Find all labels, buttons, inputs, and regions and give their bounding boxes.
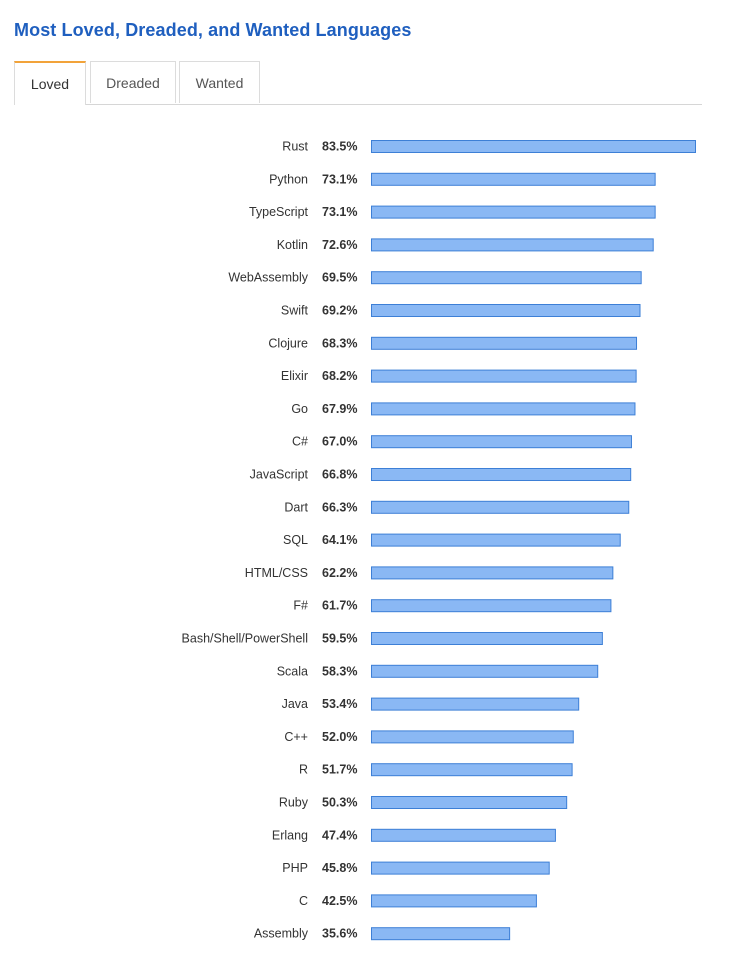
bar bbox=[371, 172, 656, 186]
category-label: F# bbox=[293, 599, 308, 613]
bar bbox=[371, 336, 638, 350]
value-label: 73.1% bbox=[322, 172, 357, 186]
bar bbox=[371, 435, 632, 449]
bar bbox=[371, 599, 612, 613]
category-label: C# bbox=[292, 435, 308, 449]
value-label: 45.8% bbox=[322, 861, 357, 875]
category-label: Assembly bbox=[254, 927, 309, 941]
bar bbox=[371, 369, 637, 383]
category-label: HTML/CSS bbox=[245, 566, 308, 580]
bar bbox=[371, 566, 614, 580]
category-label: Python bbox=[269, 172, 308, 186]
value-label: 47.4% bbox=[322, 828, 357, 842]
category-label: Rust bbox=[282, 140, 308, 154]
value-label: 83.5% bbox=[322, 140, 357, 154]
tab-loved[interactable]: Loved bbox=[14, 61, 86, 105]
tab-wanted[interactable]: Wanted bbox=[179, 61, 260, 103]
value-label: 52.0% bbox=[322, 730, 357, 744]
value-label: 35.6% bbox=[322, 927, 357, 941]
value-label: 69.2% bbox=[322, 304, 357, 318]
bar bbox=[371, 205, 656, 219]
bar bbox=[371, 664, 599, 678]
bar bbox=[371, 796, 568, 809]
value-label: 42.5% bbox=[322, 894, 357, 908]
bar bbox=[371, 500, 630, 514]
bar bbox=[371, 828, 556, 842]
bar bbox=[371, 402, 636, 416]
value-label: 67.9% bbox=[322, 402, 357, 416]
value-label: 66.8% bbox=[322, 468, 357, 482]
value-label: 73.1% bbox=[322, 205, 357, 219]
category-label: SQL bbox=[283, 533, 308, 547]
category-label: JavaScript bbox=[250, 468, 309, 482]
category-label: Dart bbox=[284, 500, 308, 514]
category-label: Scala bbox=[277, 664, 308, 678]
category-label: Elixir bbox=[281, 369, 308, 383]
bar bbox=[371, 632, 603, 645]
value-label: 66.3% bbox=[322, 500, 357, 514]
category-label: C++ bbox=[284, 730, 308, 744]
bar bbox=[371, 140, 696, 153]
category-label: R bbox=[299, 763, 308, 777]
value-label: 58.3% bbox=[322, 664, 357, 678]
value-label: 51.7% bbox=[322, 763, 357, 777]
value-label: 53.4% bbox=[322, 697, 357, 711]
tab-dreaded[interactable]: Dreaded bbox=[90, 61, 176, 103]
category-label: Erlang bbox=[272, 828, 308, 842]
value-label: 64.1% bbox=[322, 533, 357, 547]
bar bbox=[371, 730, 574, 744]
chart-title: Most Loved, Dreaded, and Wanted Language… bbox=[14, 20, 412, 40]
category-label: C bbox=[299, 894, 308, 908]
value-label: 68.2% bbox=[322, 369, 357, 383]
bar bbox=[371, 927, 511, 941]
bar bbox=[371, 533, 621, 547]
category-label: Clojure bbox=[268, 336, 308, 350]
bar bbox=[371, 697, 580, 711]
category-label: Bash/Shell/PowerShell bbox=[182, 632, 308, 646]
value-label: 67.0% bbox=[322, 435, 357, 449]
bar bbox=[371, 238, 654, 252]
value-label: 59.5% bbox=[322, 632, 357, 646]
category-label: PHP bbox=[282, 861, 308, 875]
value-label: 72.6% bbox=[322, 238, 357, 252]
value-label: 69.5% bbox=[322, 271, 357, 285]
category-label: Kotlin bbox=[277, 238, 308, 252]
bar bbox=[371, 894, 537, 908]
category-label: Swift bbox=[281, 304, 309, 318]
category-label: Go bbox=[291, 402, 308, 416]
value-label: 62.2% bbox=[322, 566, 357, 580]
tab-bar: Loved Dreaded Wanted bbox=[14, 61, 702, 105]
value-label: 68.3% bbox=[322, 336, 357, 350]
bar bbox=[371, 468, 632, 481]
category-label: TypeScript bbox=[249, 205, 309, 219]
category-label: Java bbox=[282, 697, 308, 711]
bar bbox=[371, 861, 550, 875]
value-label: 61.7% bbox=[322, 599, 357, 613]
value-label: 50.3% bbox=[322, 796, 357, 810]
category-label: Ruby bbox=[279, 796, 309, 810]
bar bbox=[371, 304, 641, 317]
bar bbox=[371, 271, 642, 285]
category-label: WebAssembly bbox=[228, 271, 308, 285]
bar bbox=[371, 763, 573, 777]
